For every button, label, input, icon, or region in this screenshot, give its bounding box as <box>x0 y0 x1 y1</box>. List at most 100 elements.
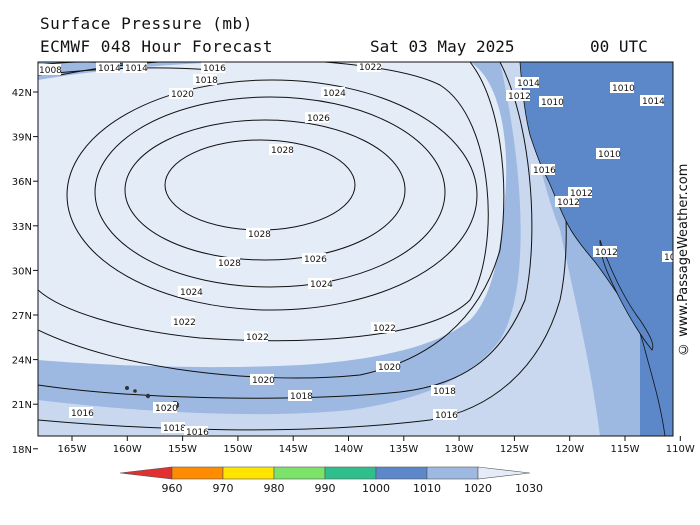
legend-label: 1030 <box>515 482 543 495</box>
svg-text:1026: 1026 <box>304 255 327 265</box>
isobar-label: 1026 <box>305 112 330 124</box>
legend-label: 1020 <box>464 482 492 495</box>
isobar-label: 1014 <box>515 77 540 89</box>
isobar-labels: 1028 1028 1028 1026 1026 1024 1024 1024 … <box>38 62 687 438</box>
legend-label: 980 <box>264 482 285 495</box>
latitude-label: 33N <box>12 222 32 233</box>
isobar-label: 1022 <box>357 62 382 73</box>
legend-label: 990 <box>315 482 336 495</box>
isobar-1020 <box>38 62 505 379</box>
isobar-label: 1010 <box>610 82 635 94</box>
legend-swatch <box>119 466 173 480</box>
svg-text:1018: 1018 <box>290 392 313 402</box>
latitude-label: 39N <box>12 133 32 144</box>
longitude-label: 140W <box>334 444 363 455</box>
isobar-label: 1012 <box>593 246 618 258</box>
longitude-label: 160W <box>113 444 142 455</box>
longitude-label: 130W <box>445 444 474 455</box>
legend-swatch <box>426 466 479 480</box>
isobar-label: 1010 <box>596 148 621 160</box>
isobar-label: 1020 <box>153 402 178 414</box>
legend-swatch <box>222 466 275 480</box>
legend-label: 970 <box>213 482 234 495</box>
longitude-label: 165W <box>58 444 87 455</box>
isobar-label: 1012 <box>568 187 593 199</box>
latitude-label: 30N <box>12 266 32 277</box>
map-frame <box>37 61 674 437</box>
svg-text:1012: 1012 <box>508 92 531 102</box>
isobar-label: 1028 <box>269 144 294 156</box>
longitude-label: 150W <box>223 444 252 455</box>
svg-text:1008: 1008 <box>664 253 687 263</box>
svg-text:1022: 1022 <box>246 333 269 343</box>
isobar-label: 1028 <box>246 228 271 240</box>
svg-text:1014: 1014 <box>642 97 665 107</box>
land-baja <box>599 239 654 351</box>
model-run-label: ECMWF 048 Hour Forecast <box>40 37 274 56</box>
isobar-label: 1022 <box>171 316 196 328</box>
svg-text:1010: 1010 <box>541 98 564 108</box>
svg-text:1024: 1024 <box>310 280 333 290</box>
svg-text:1018: 1018 <box>433 387 456 397</box>
svg-text:1016: 1016 <box>186 428 209 438</box>
isobar-label: 1016 <box>433 409 458 421</box>
pressure-band-1025 <box>38 62 507 368</box>
svg-text:1014: 1014 <box>517 79 540 89</box>
isobar-label: 1022 <box>244 331 269 343</box>
isobar-label: 1016 <box>184 426 209 438</box>
longitude-label: 125W <box>500 444 529 455</box>
svg-text:1022: 1022 <box>173 318 196 328</box>
svg-text:1022: 1022 <box>373 324 396 334</box>
legend-label: 960 <box>162 482 183 495</box>
isobar-label: 1014 <box>96 62 121 74</box>
isobar-label: 1014 <box>640 95 665 107</box>
svg-text:1016: 1016 <box>203 64 226 74</box>
isobar-label: 1024 <box>321 87 346 99</box>
svg-text:1028: 1028 <box>218 259 241 269</box>
latitude-label: 42N <box>12 88 32 99</box>
isobar-label: 1012 <box>506 90 531 102</box>
pressure-band-1020 <box>38 62 600 436</box>
longitude-label: 155W <box>168 444 197 455</box>
longitude-label: 115W <box>611 444 640 455</box>
svg-text:1018: 1018 <box>195 76 218 86</box>
svg-text:1020: 1020 <box>155 404 178 414</box>
latitude-axis: 42N 39N 36N 33N 30N 27N 24N 21N 18N <box>12 88 38 456</box>
svg-text:1016: 1016 <box>435 411 458 421</box>
isobar-label: 1018 <box>431 385 456 397</box>
isobar-label: 1016 <box>531 164 556 176</box>
svg-text:1016: 1016 <box>71 409 94 419</box>
longitude-label: 145W <box>279 444 308 455</box>
isobar-label: 1024 <box>308 278 333 290</box>
isobar-label: 1018 <box>193 74 218 86</box>
longitude-axis: 165W 160W 155W 150W 145W 140W 135W 130W 125W 120W… <box>58 436 695 455</box>
legend-label: 1000 <box>362 482 390 495</box>
map-field: 1028 1028 1028 1026 1026 1024 1024 1024 … <box>38 62 687 438</box>
latitude-label: 27N <box>12 311 32 322</box>
svg-text:1022: 1022 <box>359 63 382 73</box>
isobar-label: 1020 <box>250 374 275 386</box>
pressure-legend: 960 970 980 990 1000 1010 1020 1030 <box>119 466 543 495</box>
isobar-label: 1010 <box>539 96 564 108</box>
isobar-label: 1028 <box>216 257 241 269</box>
legend-label: 1010 <box>413 482 441 495</box>
latitude-label: 21N <box>12 400 32 411</box>
svg-text:1018: 1018 <box>163 424 186 434</box>
svg-text:1014: 1014 <box>98 64 121 74</box>
isobar-label: 1018 <box>288 390 313 402</box>
svg-text:1024: 1024 <box>323 89 346 99</box>
svg-text:1012: 1012 <box>595 248 618 258</box>
longitude-label: 135W <box>389 444 418 455</box>
isobar-label: 1016 <box>69 407 94 419</box>
svg-text:1026: 1026 <box>307 114 330 124</box>
isobar-1026 <box>94 96 446 288</box>
latitude-label: 24N <box>12 356 32 367</box>
isobar-label: 1012 <box>555 196 580 208</box>
svg-text:1012: 1012 <box>557 198 580 208</box>
svg-text:1020: 1020 <box>171 90 194 100</box>
legend-swatch <box>477 466 531 480</box>
isobar-1028 <box>124 119 406 261</box>
longitude-label: 110W <box>666 444 695 455</box>
svg-text:1008: 1008 <box>39 66 62 76</box>
isobar-label: 1018 <box>161 422 186 434</box>
